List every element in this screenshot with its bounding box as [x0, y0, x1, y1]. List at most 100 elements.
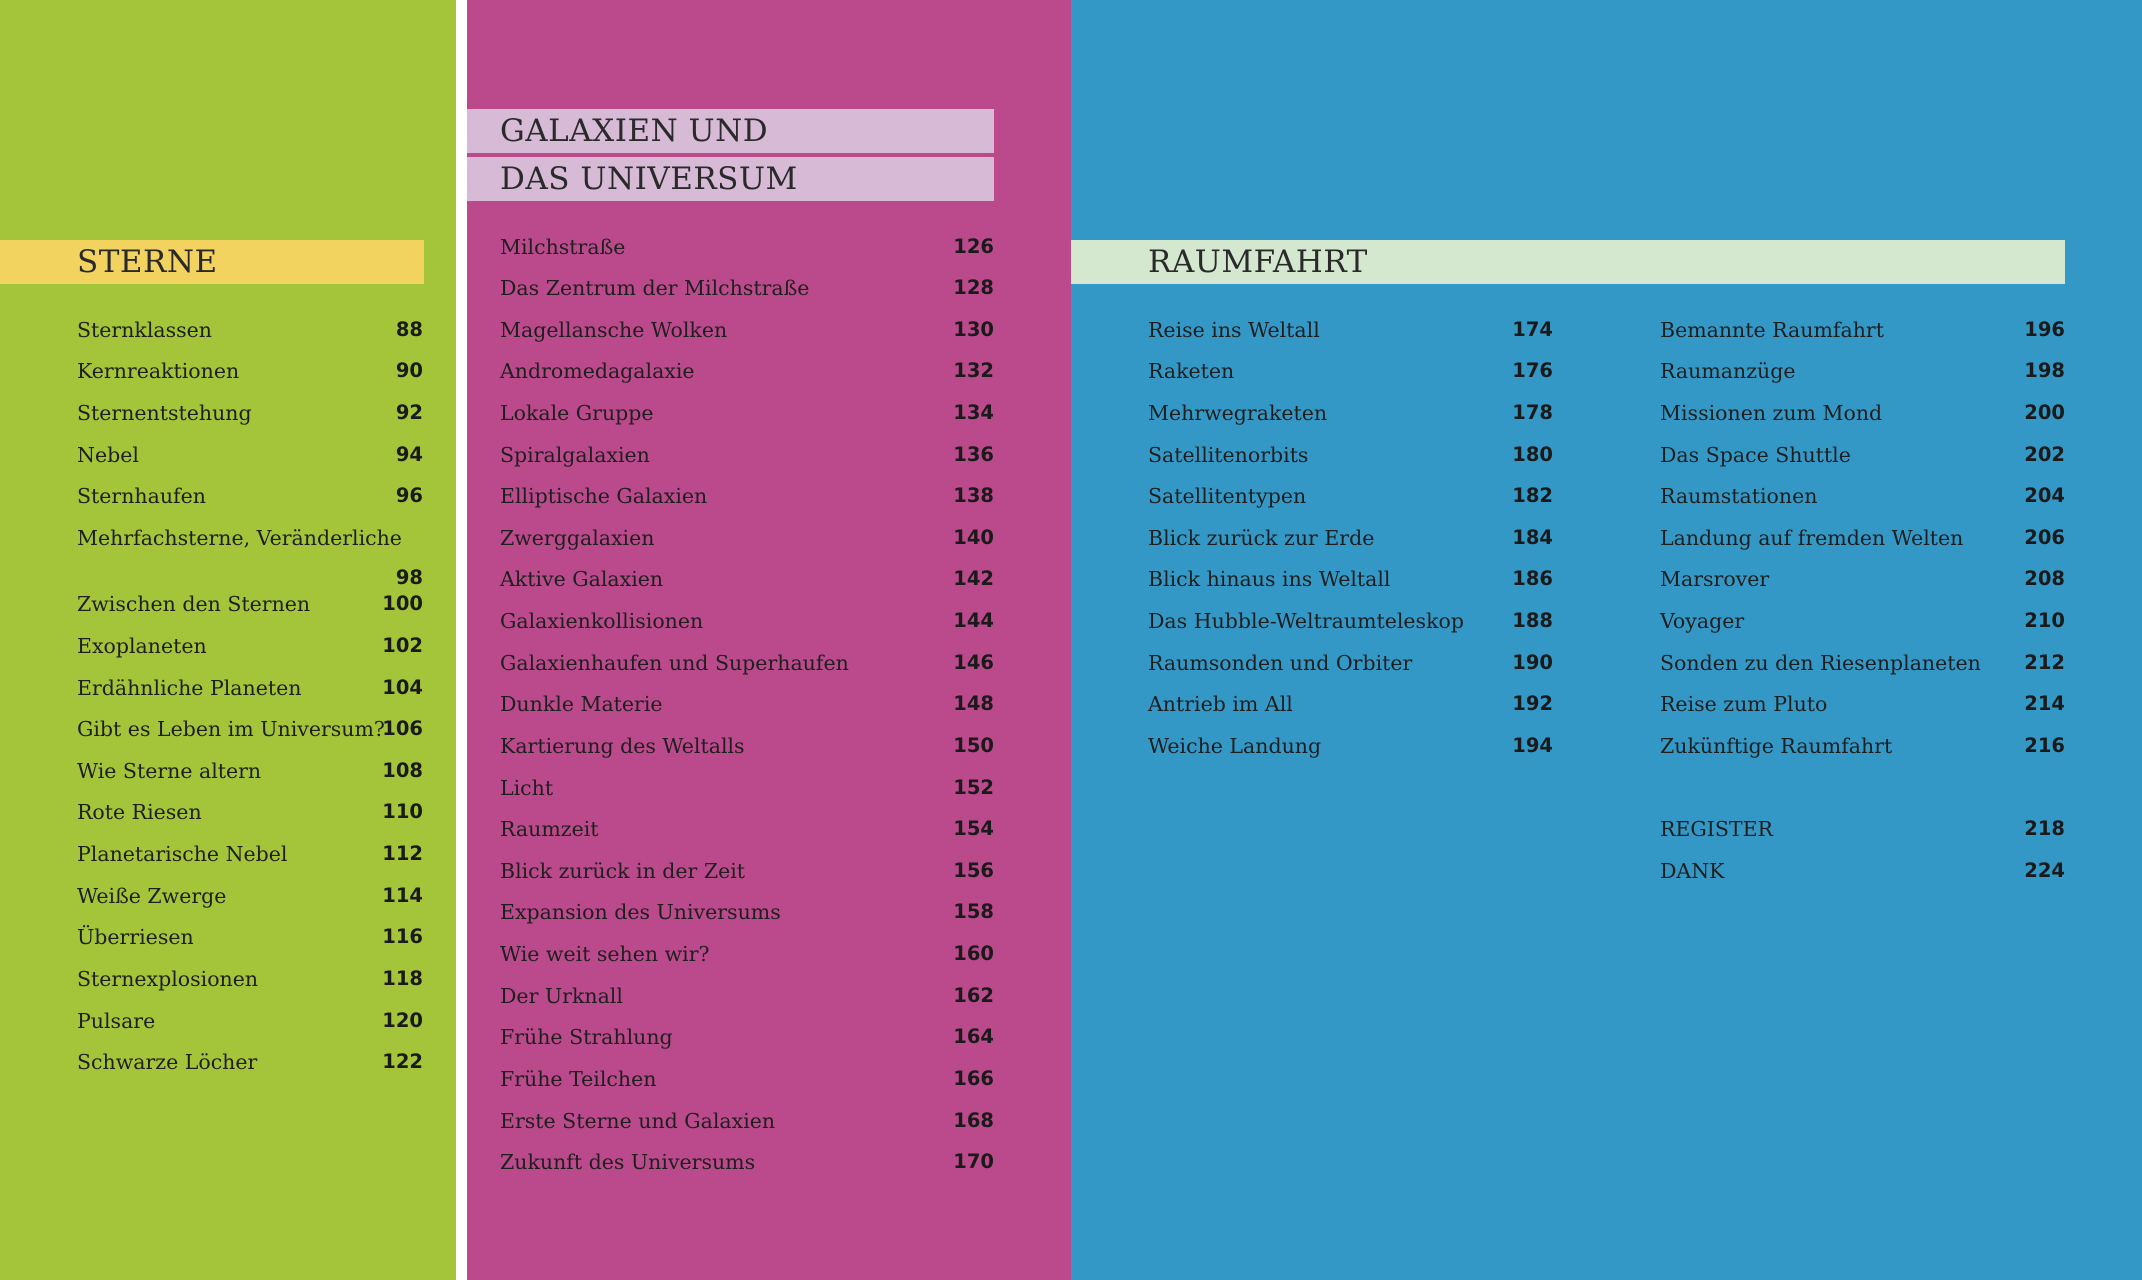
- toc-entry[interactable]: Wie Sterne altern 108: [77, 752, 423, 790]
- toc-entry[interactable]: Expansion des Universums 158: [500, 893, 994, 931]
- toc-entry[interactable]: Sternhaufen 96: [77, 477, 423, 515]
- toc-entry-title: Überriesen: [77, 925, 194, 949]
- toc-entry-page: 160: [953, 942, 994, 965]
- toc-entry[interactable]: Reise zum Pluto 214: [1660, 685, 2065, 723]
- toc-entry-page: 168: [953, 1109, 994, 1132]
- toc-entry-page: 224: [2024, 859, 2065, 882]
- toc-entry[interactable]: Zukunft des Universums 170: [500, 1143, 994, 1181]
- toc-entry[interactable]: Sonden zu den Riesenplaneten 212: [1660, 644, 2065, 682]
- section-heading-galaxien-line2: DAS UNIVERSUM: [467, 157, 994, 201]
- toc-entry[interactable]: Antrieb im All 192: [1148, 685, 1553, 723]
- section-heading-sterne: STERNE: [0, 240, 424, 284]
- toc-entry[interactable]: Zwerggalaxien 140: [500, 519, 994, 557]
- toc-entry[interactable]: Blick zurück in der Zeit 156: [500, 852, 994, 890]
- toc-entry[interactable]: Erdähnliche Planeten 104: [77, 669, 423, 707]
- toc-entry[interactable]: Bemannte Raumfahrt 196: [1660, 311, 2065, 349]
- toc-entry-page: 202: [2024, 443, 2065, 466]
- toc-entry[interactable]: Aktive Galaxien 142: [500, 560, 994, 598]
- toc-entry[interactable]: Spiralgalaxien 136: [500, 436, 994, 474]
- toc-entry-page: 98: [395, 566, 423, 589]
- toc-entry[interactable]: Blick zurück zur Erde 184: [1148, 519, 1553, 557]
- toc-entry-register[interactable]: REGISTER 218: [1660, 810, 2065, 848]
- toc-entry[interactable]: Zukünftige Raumfahrt 216: [1660, 727, 2065, 765]
- toc-entry-title: Der Urknall: [500, 984, 623, 1008]
- toc-entry[interactable]: Kernreaktionen 90: [77, 352, 423, 390]
- toc-entry[interactable]: Dunkle Materie 148: [500, 685, 994, 723]
- toc-entry-page: 184: [1512, 526, 1553, 549]
- toc-entry-page: 140: [953, 526, 994, 549]
- toc-entry-title: Frühe Teilchen: [500, 1067, 657, 1091]
- toc-entry[interactable]: Frühe Teilchen 166: [500, 1060, 994, 1098]
- toc-entry[interactable]: Licht 152: [500, 769, 994, 807]
- toc-entry[interactable]: Satellitentypen 182: [1148, 477, 1553, 515]
- toc-entry-page: 170: [953, 1150, 994, 1173]
- toc-entry-page: 102: [382, 634, 423, 657]
- toc-entry[interactable]: Raumsonden und Orbiter 190: [1148, 644, 1553, 682]
- toc-entry[interactable]: Elliptische Galaxien 138: [500, 477, 994, 515]
- toc-entry-page: 142: [953, 567, 994, 590]
- toc-entry-page: 132: [953, 359, 994, 382]
- toc-entry[interactable]: Sternklassen 88: [77, 311, 423, 349]
- toc-entry-page: 208: [2024, 567, 2065, 590]
- toc-entry[interactable]: Überriesen 116: [77, 918, 423, 956]
- toc-entry[interactable]: Galaxienkollisionen 144: [500, 602, 994, 640]
- toc-entry[interactable]: Sternentstehung 92: [77, 394, 423, 432]
- toc-entry[interactable]: Pulsare 120: [77, 1002, 423, 1040]
- toc-entry-title: Raumsonden und Orbiter: [1148, 651, 1413, 675]
- toc-entry[interactable]: Erste Sterne und Galaxien 168: [500, 1102, 994, 1140]
- toc-entry[interactable]: Mehrfachsterne, Veränderliche 98: [77, 519, 423, 597]
- toc-entry[interactable]: Missionen zum Mond 200: [1660, 394, 2065, 432]
- toc-entry[interactable]: Magellansche Wolken 130: [500, 311, 994, 349]
- toc-entry-dank[interactable]: DANK 224: [1660, 852, 2065, 890]
- toc-entry-title: Wie Sterne altern: [77, 759, 262, 783]
- toc-entry[interactable]: Voyager 210: [1660, 602, 2065, 640]
- toc-entry-page: 156: [953, 859, 994, 882]
- toc-entry[interactable]: Das Hubble-Weltraumteleskop 188: [1148, 602, 1553, 640]
- toc-entry[interactable]: Raumstationen 204: [1660, 477, 2065, 515]
- toc-entry[interactable]: Gibt es Leben im Universum? 106: [77, 710, 423, 748]
- toc-entry[interactable]: Exoplaneten 102: [77, 627, 423, 665]
- toc-entry[interactable]: Der Urknall 162: [500, 977, 994, 1015]
- toc-entry[interactable]: Rote Riesen 110: [77, 793, 423, 831]
- toc-entry[interactable]: Weiße Zwerge 114: [77, 877, 423, 915]
- toc-entry-page: 88: [395, 318, 423, 341]
- toc-entry[interactable]: Schwarze Löcher 122: [77, 1043, 423, 1081]
- toc-entry[interactable]: Marsrover 208: [1660, 560, 2065, 598]
- toc-entry-title: Zukünftige Raumfahrt: [1660, 734, 1893, 758]
- toc-entry[interactable]: Wie weit sehen wir? 160: [500, 935, 994, 973]
- toc-entry-title: Lokale Gruppe: [500, 401, 654, 425]
- toc-entry[interactable]: Lokale Gruppe 134: [500, 394, 994, 432]
- toc-entry[interactable]: Kartierung des Weltalls 150: [500, 727, 994, 765]
- toc-entry[interactable]: Milchstraße 126: [500, 228, 994, 266]
- toc-entry[interactable]: Andromedagalaxie 132: [500, 352, 994, 390]
- toc-entry-page: 204: [2024, 484, 2065, 507]
- toc-entry[interactable]: Raumanzüge 198: [1660, 352, 2065, 390]
- toc-entry[interactable]: Das Space Shuttle 202: [1660, 436, 2065, 474]
- toc-entry[interactable]: Nebel 94: [77, 436, 423, 474]
- toc-entry[interactable]: Frühe Strahlung 164: [500, 1018, 994, 1056]
- toc-entry-page: 182: [1512, 484, 1553, 507]
- toc-entry[interactable]: Zwischen den Sternen 100: [77, 585, 423, 623]
- toc-entry[interactable]: Mehrwegraketen 178: [1148, 394, 1553, 432]
- toc-entry-title: Kernreaktionen: [77, 359, 240, 383]
- toc-entry[interactable]: Raumzeit 154: [500, 810, 994, 848]
- toc-entry-page: 106: [382, 717, 423, 740]
- toc-entry-title: Exoplaneten: [77, 634, 207, 658]
- toc-entry-title: Das Zentrum der Milchstraße: [500, 276, 810, 300]
- toc-entry[interactable]: Planetarische Nebel 112: [77, 835, 423, 873]
- toc-entry[interactable]: Sternexplosionen 118: [77, 960, 423, 998]
- toc-entry-title: Reise zum Pluto: [1660, 692, 1828, 716]
- toc-entry-page: 150: [953, 734, 994, 757]
- toc-entry[interactable]: Reise ins Weltall 174: [1148, 311, 1553, 349]
- toc-entry[interactable]: Weiche Landung 194: [1148, 727, 1553, 765]
- toc-entry-page: 104: [382, 676, 423, 699]
- toc-entry[interactable]: Blick hinaus ins Weltall 186: [1148, 560, 1553, 598]
- toc-entry[interactable]: Raketen 176: [1148, 352, 1553, 390]
- toc-entry-page: 112: [382, 842, 423, 865]
- toc-entry[interactable]: Das Zentrum der Milchstraße 128: [500, 269, 994, 307]
- toc-entry-title: Blick zurück in der Zeit: [500, 859, 746, 883]
- toc-entry-title: Zukunft des Universums: [500, 1150, 756, 1174]
- toc-entry[interactable]: Landung auf fremden Welten 206: [1660, 519, 2065, 557]
- toc-entry[interactable]: Galaxienhaufen und Superhaufen 146: [500, 644, 994, 682]
- toc-entry[interactable]: Satellitenorbits 180: [1148, 436, 1553, 474]
